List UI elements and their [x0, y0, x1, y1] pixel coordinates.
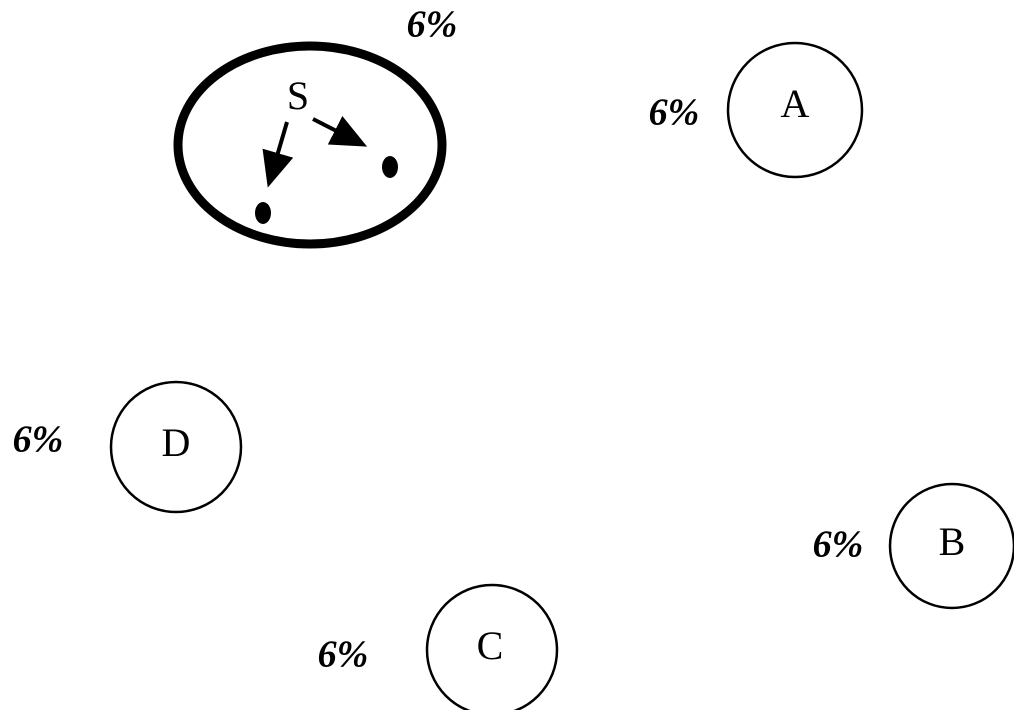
- dot: [382, 156, 398, 178]
- node-percent: 6%: [13, 419, 64, 461]
- arrow: [262, 121, 294, 188]
- node-label: A: [781, 81, 810, 126]
- node-c-shape: [425, 583, 559, 710]
- node-a: A 6%: [649, 41, 864, 179]
- node-b-shape: [888, 482, 1014, 610]
- node-percent: 6%: [407, 4, 458, 46]
- node-d-shape: [109, 380, 243, 514]
- node-s-shape: [173, 41, 447, 249]
- arrow: [312, 116, 368, 147]
- node-a-shape: [726, 41, 864, 179]
- node-label: D: [162, 420, 191, 465]
- dot: [255, 202, 271, 224]
- node-label: C: [477, 623, 504, 668]
- node-percent: 6%: [813, 524, 864, 566]
- node-percent: 6%: [649, 92, 700, 134]
- node-b: B 6%: [813, 482, 1014, 610]
- node-c: C 6%: [318, 583, 559, 710]
- node-percent: 6%: [318, 634, 369, 676]
- node-label: S: [287, 73, 309, 118]
- node-s: S 6%: [173, 4, 458, 249]
- node-d: D 6%: [13, 380, 243, 514]
- node-label: B: [939, 519, 966, 564]
